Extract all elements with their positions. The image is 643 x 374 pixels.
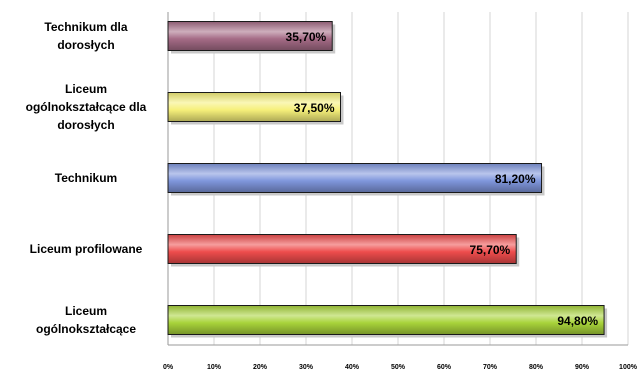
x-tick-label: 100% <box>619 364 638 371</box>
x-tick-label: 80% <box>529 364 544 371</box>
bar <box>167 21 333 51</box>
bar <box>167 92 341 122</box>
data-label: 35,70% <box>286 30 327 44</box>
category-label: Liceum ogólnokształcące <box>36 304 136 336</box>
x-tick-label: 10% <box>207 364 222 371</box>
x-tick-label: 60% <box>437 364 452 371</box>
category-label: Liceum profilowane <box>30 242 143 256</box>
data-label: 75,70% <box>470 243 511 257</box>
category-label: Liceum ogólnokształcące dla dorosłych <box>26 82 147 132</box>
x-tick-label: 0% <box>163 364 174 371</box>
x-tick-label: 30% <box>299 364 314 371</box>
x-tick-label: 40% <box>345 364 360 371</box>
x-tick-label: 50% <box>391 364 406 371</box>
data-label: 37,50% <box>294 101 335 115</box>
x-tick-label: 20% <box>253 364 268 371</box>
bar <box>167 305 605 335</box>
x-tick-label: 90% <box>575 364 590 371</box>
bar <box>167 234 517 264</box>
data-label: 81,20% <box>495 172 536 186</box>
bar <box>167 163 543 193</box>
category-label: Technikum dla dorosłych <box>44 20 127 52</box>
data-label: 94,80% <box>557 314 598 328</box>
category-label: Technikum <box>55 171 117 185</box>
x-tick-label: 70% <box>483 364 498 371</box>
